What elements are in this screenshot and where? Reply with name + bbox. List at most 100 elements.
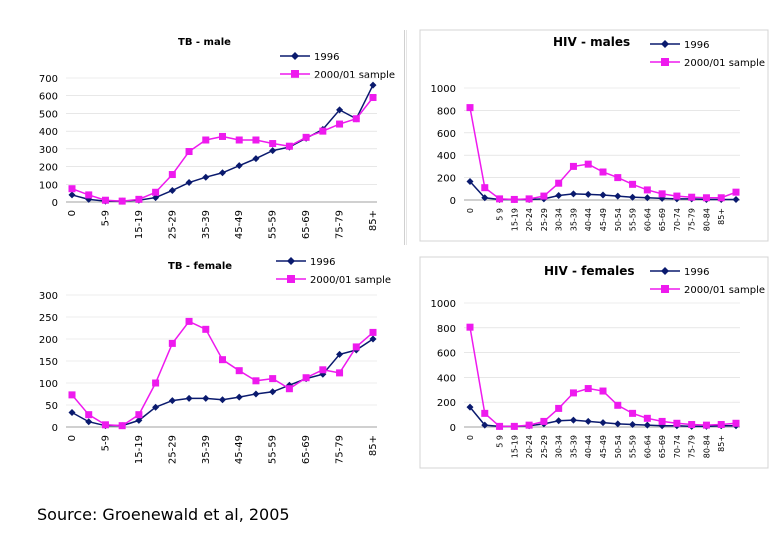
hiv-female-point-2000 bbox=[555, 404, 563, 412]
tb-male-xtick-label: 65-69 bbox=[301, 210, 312, 239]
hiv-female-xtick-label: 35-39 bbox=[569, 435, 578, 458]
source-caption: Source: Groenewald et al, 2005 bbox=[37, 505, 290, 524]
tb-male-point-2000 bbox=[235, 136, 243, 144]
hiv-female-point-1996 bbox=[614, 420, 622, 428]
hiv-male-point-2000 bbox=[555, 179, 563, 187]
tb-female-chart-svg: TB - female 1996 2000/01 sample 0 50 100 150 20… bbox=[39, 257, 391, 464]
hiv-female-xtick-label: 5 9 bbox=[496, 435, 505, 448]
hiv-female-xtick-label: 40-44 bbox=[584, 435, 593, 458]
tb-male-point-1996 bbox=[369, 81, 377, 89]
tb-female-xtick-label: 0 bbox=[67, 435, 78, 441]
hiv-male-xtick-label: 35-39 bbox=[569, 208, 578, 231]
tb-female-xtick-label: 25-29 bbox=[167, 435, 178, 464]
tb-female-xtick-label: 35-39 bbox=[201, 435, 212, 464]
tb-male-point-2000 bbox=[101, 196, 109, 204]
hiv-male-xtick-label: 50-54 bbox=[614, 208, 623, 231]
hiv-female-title: HIV - females bbox=[544, 264, 635, 278]
hiv-female-legend-marker-1 bbox=[661, 285, 669, 293]
hiv-female-legend-label-0: 1996 bbox=[684, 267, 709, 278]
tb-female-point-2000 bbox=[168, 339, 176, 347]
hiv-male-xtick-label: 60-64 bbox=[643, 208, 652, 231]
hiv-male-point-2000 bbox=[614, 174, 622, 182]
hiv-male-point-2000 bbox=[702, 194, 710, 202]
tb-male-xtick-label: 35-39 bbox=[201, 210, 212, 239]
tb-female-point-2000 bbox=[185, 317, 193, 325]
tb-male-point-1996 bbox=[235, 162, 243, 170]
hiv-male-point-1996 bbox=[599, 191, 607, 199]
hiv-female-point-2000 bbox=[599, 387, 607, 395]
tb-male-ytick-label: 600 bbox=[39, 92, 58, 103]
tb-female-point-2000 bbox=[252, 377, 260, 385]
hiv-female-xtick-label: 45-49 bbox=[599, 435, 608, 458]
hiv-female-xtick-label: 65-69 bbox=[658, 435, 667, 458]
hiv-female-xtick-label: 0 bbox=[466, 435, 475, 440]
tb-male-xtick-label: 45-49 bbox=[234, 210, 245, 239]
hiv-female-series-line-2000 bbox=[469, 327, 737, 428]
tb-male-point-2000 bbox=[168, 171, 176, 179]
tb-female-point-2000 bbox=[152, 379, 160, 387]
hiv-male-ytick-label: 0 bbox=[450, 196, 456, 207]
hiv-male-point-1996 bbox=[732, 195, 740, 203]
tb-male-legend-marker-0 bbox=[291, 52, 299, 60]
hiv-male-xtick-label: 65-69 bbox=[658, 208, 667, 231]
tb-male-xtick-label: 85+ bbox=[368, 210, 379, 231]
hiv-female-xtick-label: 75-79 bbox=[688, 435, 697, 458]
tb-female-point-1996 bbox=[336, 350, 344, 358]
tb-female-xtick-label: 45-49 bbox=[234, 435, 245, 464]
hiv-male-chart-svg: HIV - males 1996 2000/01 sample 0 200 400 600 8… bbox=[419, 29, 769, 242]
tb-male-xtick-label: 75-79 bbox=[335, 210, 346, 239]
hiv-male-chart: HIV - males 1996 2000/01 sample 0 200 400 600 8… bbox=[418, 28, 770, 243]
hiv-female-point-2000 bbox=[481, 409, 489, 417]
hiv-female-ytick-label: 400 bbox=[437, 373, 456, 384]
tb-female-point-1996 bbox=[135, 416, 143, 424]
tb-male-xtick-label: 55-59 bbox=[268, 210, 279, 239]
hiv-male-point-2000 bbox=[629, 180, 637, 188]
panel-divider-shadow bbox=[406, 30, 407, 245]
hiv-male-xtick-label: 0 bbox=[466, 208, 475, 213]
tb-female-point-1996 bbox=[68, 408, 76, 416]
hiv-male-point-2000 bbox=[673, 192, 681, 200]
tb-female-point-2000 bbox=[101, 421, 109, 429]
hiv-male-point-2000 bbox=[466, 104, 474, 112]
hiv-male-xtick-label: 80-84 bbox=[702, 208, 711, 231]
hiv-male-legend-marker-0 bbox=[661, 40, 669, 48]
hiv-female-point-1996 bbox=[584, 417, 592, 425]
hiv-male-point-1996 bbox=[643, 194, 651, 202]
tb-female-xtick-label: 55-59 bbox=[268, 435, 279, 464]
tb-female-xtick-label: 85+ bbox=[368, 435, 379, 456]
hiv-female-point-2000 bbox=[466, 323, 474, 331]
hiv-male-ytick-label: 200 bbox=[437, 174, 456, 185]
tb-male-ytick-label: 700 bbox=[39, 74, 58, 85]
hiv-female-xtick-label: 30-34 bbox=[555, 435, 564, 458]
tb-female-chart: TB - female 1996 2000/01 sample 0 50 100 150 20… bbox=[28, 255, 400, 470]
tb-male-point-2000 bbox=[269, 140, 277, 148]
tb-female-xtick-label: 15-19 bbox=[134, 435, 145, 464]
tb-male-point-2000 bbox=[302, 133, 310, 141]
hiv-male-point-2000 bbox=[732, 188, 740, 196]
hiv-female-point-2000 bbox=[584, 385, 592, 393]
hiv-male-ytick-label: 1000 bbox=[431, 84, 456, 95]
hiv-male-xtick-label: 85+ bbox=[717, 208, 726, 225]
hiv-female-point-2000 bbox=[658, 417, 666, 425]
tb-male-point-1996 bbox=[185, 179, 193, 187]
tb-female-point-2000 bbox=[219, 356, 226, 364]
hiv-male-xtick-label: 25-29 bbox=[540, 208, 549, 231]
hiv-male-xtick-label: 40-44 bbox=[584, 208, 593, 231]
hiv-male-point-1996 bbox=[569, 190, 577, 198]
hiv-female-point-2000 bbox=[629, 409, 637, 417]
hiv-female-point-2000 bbox=[569, 389, 577, 397]
hiv-male-xtick-label: 75-79 bbox=[688, 208, 697, 231]
hiv-female-xtick-label: 50-54 bbox=[614, 435, 623, 458]
hiv-female-chart: HIV - females 1996 2000/01 sample 0 200 400 60… bbox=[418, 255, 770, 470]
tb-female-series-line-1996 bbox=[71, 338, 374, 427]
tb-male-chart: TB - male 1996 2000/01 sample 0 100 200 300 400… bbox=[28, 30, 400, 245]
hiv-male-point-2000 bbox=[643, 186, 651, 194]
hiv-male-legend-label-0: 1996 bbox=[684, 40, 709, 51]
tb-male-point-1996 bbox=[336, 106, 344, 114]
tb-male-point-2000 bbox=[319, 127, 327, 135]
tb-female-point-2000 bbox=[68, 391, 76, 399]
hiv-male-point-1996 bbox=[614, 192, 622, 200]
tb-female-point-1996 bbox=[185, 394, 193, 402]
hiv-male-legend-label-1: 2000/01 sample bbox=[684, 58, 765, 69]
tb-female-point-1996 bbox=[269, 388, 277, 396]
